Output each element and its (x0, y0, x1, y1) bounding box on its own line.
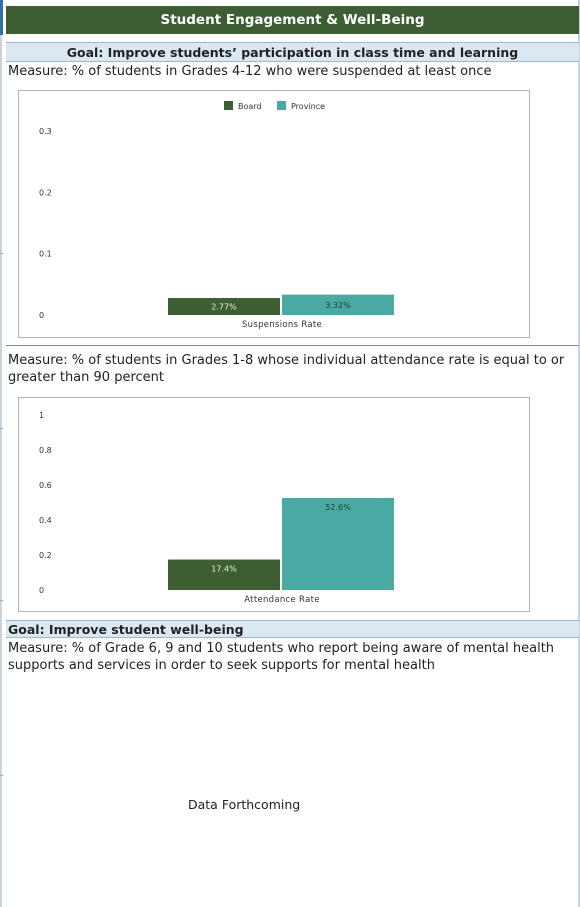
y-tick-label: 0.4 (39, 516, 52, 525)
bar-board (168, 298, 280, 315)
y-tick-label: 0.2 (39, 188, 52, 197)
data-label: 17.4% (211, 565, 237, 574)
attendance-chart-svg: 0 0.2 0.4 0.6 0.8 1 17.4% 52.6% Attendance Rate (39, 411, 394, 605)
frame-tick (0, 253, 3, 254)
attendance-chart: 0 0.2 0.4 0.6 0.8 1 17.4% 52.6% Attendance Rate (18, 397, 530, 612)
goal-well-being: Goal: Improve student well-being (6, 620, 579, 638)
y-tick-label: 0.8 (39, 446, 52, 455)
section-header: Student Engagement & Well-Being (6, 6, 579, 34)
legend-label: Province (291, 102, 325, 111)
bar-province (282, 294, 394, 315)
y-tick-label: 1 (39, 411, 44, 420)
y-tick-label: 0.6 (39, 481, 52, 490)
measure-mental-health: Measure: % of Grade 6, 9 and 10 students… (8, 641, 555, 673)
y-tick-label: 0 (39, 311, 44, 320)
data-label: 2.77% (211, 303, 237, 312)
y-tick-label: 0.2 (39, 551, 52, 560)
suspensions-chart-svg: 0 0.1 0.2 0.3 2.77% 3.32% Suspensions Rate Boar… (39, 101, 394, 330)
measure-suspensions: Measure: % of students in Grades 4-12 wh… (8, 64, 492, 79)
category-label: Attendance Rate (244, 595, 320, 605)
legend-swatch (224, 101, 233, 110)
section-divider (6, 345, 579, 346)
frame-tick (0, 775, 3, 776)
y-tick-label: 0.1 (39, 250, 52, 259)
category-label: Suspensions Rate (242, 320, 322, 330)
y-tick-label: 0.3 (39, 127, 52, 136)
suspensions-chart: 0 0.1 0.2 0.3 2.77% 3.32% Suspensions Rate Boar… (18, 90, 530, 338)
left-frame-border (0, 0, 2, 907)
legend-label: Board (238, 102, 262, 111)
goal-participation: Goal: Improve students’ participation in… (6, 42, 579, 62)
y-tick-label: 0 (39, 586, 44, 595)
data-label: 52.6% (325, 503, 351, 512)
measure-attendance: Measure: % of students in Grades 1-8 who… (8, 353, 565, 385)
right-frame-border (578, 0, 580, 907)
data-label: 3.32% (325, 301, 351, 310)
frame-tick (0, 428, 3, 429)
section-tab-marker (0, 0, 3, 35)
legend-swatch (277, 101, 286, 110)
frame-tick (0, 600, 3, 601)
data-forthcoming-text: Data Forthcoming (188, 797, 301, 812)
bar-province (282, 497, 394, 590)
bar-board (168, 559, 280, 590)
